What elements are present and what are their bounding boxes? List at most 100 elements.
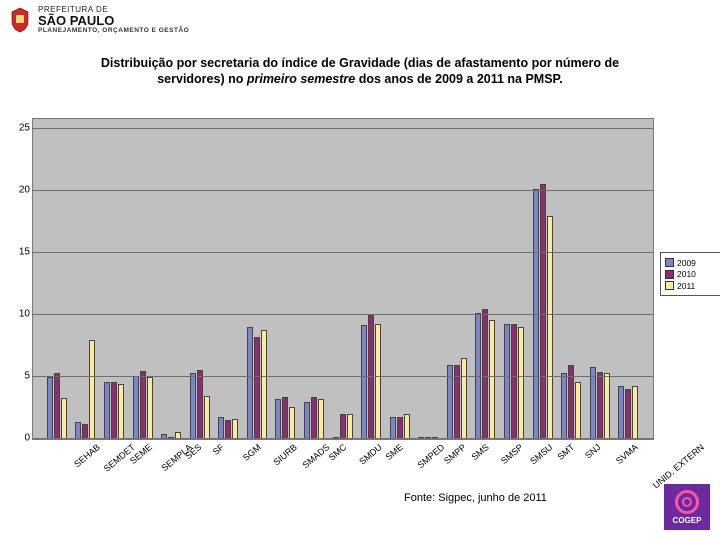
bar — [547, 216, 553, 439]
bar — [282, 397, 288, 439]
bar — [618, 386, 624, 439]
bar — [461, 358, 467, 439]
y-tick-label: 20 — [19, 185, 30, 196]
title-part2: dos anos de 2009 a 2011 na PMSP. — [355, 72, 563, 86]
bar — [518, 327, 524, 439]
bar-group — [47, 129, 68, 439]
y-tick-label: 0 — [24, 433, 30, 444]
bar-group — [75, 129, 96, 439]
gridline — [33, 376, 653, 377]
header-line3: PLANEJAMENTO, ORÇAMENTO E GESTÃO — [38, 28, 189, 35]
spiral-icon — [675, 490, 699, 514]
cogep-logo: COGEP — [664, 484, 710, 530]
bar — [340, 414, 346, 439]
legend-label: 2011 — [677, 281, 695, 291]
bar — [304, 402, 310, 439]
bar — [82, 424, 88, 439]
bar — [397, 417, 403, 439]
x-tick-label: SNJ — [583, 442, 602, 461]
title-italic: primeiro semestre — [247, 72, 355, 86]
bar — [504, 324, 510, 439]
bar-group — [275, 129, 296, 439]
bar — [318, 399, 324, 439]
bar — [89, 340, 95, 439]
x-tick-label: SGM — [241, 442, 263, 463]
bar — [540, 184, 546, 439]
bar — [225, 420, 231, 439]
x-tick-label: SMDU — [357, 442, 384, 467]
gridline — [33, 128, 653, 129]
legend-label: 2009 — [677, 258, 696, 268]
bar-group — [247, 129, 268, 439]
cogep-label: COGEP — [673, 516, 702, 525]
bar — [197, 370, 203, 439]
x-tick-label: SF — [210, 442, 225, 457]
bar — [75, 422, 81, 439]
bar — [489, 320, 495, 439]
bar — [232, 419, 238, 439]
bar — [390, 417, 396, 439]
y-tick-label: 15 — [19, 247, 30, 258]
bar-group — [218, 129, 239, 439]
bar-group — [447, 129, 468, 439]
city-crest-icon — [8, 7, 32, 33]
bar-group — [390, 129, 411, 439]
bar — [632, 386, 638, 439]
bar — [511, 324, 517, 439]
bar — [190, 373, 196, 439]
plot — [33, 129, 653, 439]
gridline — [33, 190, 653, 191]
bars-container — [33, 129, 653, 439]
header-line2: SÃO PAULO — [38, 14, 189, 28]
x-axis-labels: SEHABSEMDETSEMESEMPLASESSFSGMSIURBSMADSS… — [32, 438, 652, 508]
bar-group — [533, 129, 554, 439]
y-tick-label: 5 — [24, 371, 30, 382]
x-tick-label: SMPED — [415, 442, 446, 470]
x-tick-label: SIURB — [271, 442, 299, 467]
bar — [289, 407, 295, 439]
bar-group — [618, 129, 639, 439]
chart-area — [32, 118, 654, 440]
x-tick-label: SMPP — [442, 442, 468, 466]
legend-item: 2010 — [665, 269, 717, 279]
bar-group — [361, 129, 382, 439]
legend-item: 2009 — [665, 258, 717, 268]
y-tick-label: 25 — [19, 123, 30, 134]
bar — [147, 377, 153, 439]
x-tick-label: SMSP — [499, 442, 525, 466]
bar — [261, 330, 267, 439]
bar — [361, 325, 367, 439]
bar — [118, 384, 124, 439]
bar — [625, 389, 631, 439]
bar-group — [475, 129, 496, 439]
bar — [204, 396, 210, 439]
header-text: PREFEITURA DE SÃO PAULO PLANEJAMENTO, OR… — [38, 6, 189, 35]
source-text: Fonte: Sigpec, junho de 2011 — [404, 492, 547, 504]
bar-group — [133, 129, 154, 439]
bar-group — [561, 129, 582, 439]
bar — [218, 417, 224, 439]
bar — [482, 309, 488, 439]
x-tick-label: SMS — [469, 442, 490, 462]
bar-group — [304, 129, 325, 439]
header: PREFEITURA DE SÃO PAULO PLANEJAMENTO, OR… — [8, 6, 189, 35]
bar — [111, 382, 117, 439]
legend: 20092010 2011 — [660, 252, 720, 296]
bar — [561, 373, 567, 439]
gridline — [33, 314, 653, 315]
x-tick-label: SVMA — [614, 442, 640, 466]
bar-group — [161, 129, 182, 439]
bar-group — [190, 129, 211, 439]
x-tick-label: SMC — [327, 442, 349, 463]
bar — [604, 373, 610, 439]
x-tick-label: SME — [384, 442, 405, 462]
gridline — [33, 252, 653, 253]
x-tick-label: SMT — [555, 442, 576, 462]
x-tick-label: SMSU — [528, 442, 554, 466]
bar — [590, 367, 596, 439]
chart-title: Distribuição por secretaria do índice de… — [90, 56, 630, 87]
bar-group — [504, 129, 525, 439]
bar — [47, 377, 53, 439]
bar — [133, 376, 139, 439]
bar-group — [590, 129, 611, 439]
